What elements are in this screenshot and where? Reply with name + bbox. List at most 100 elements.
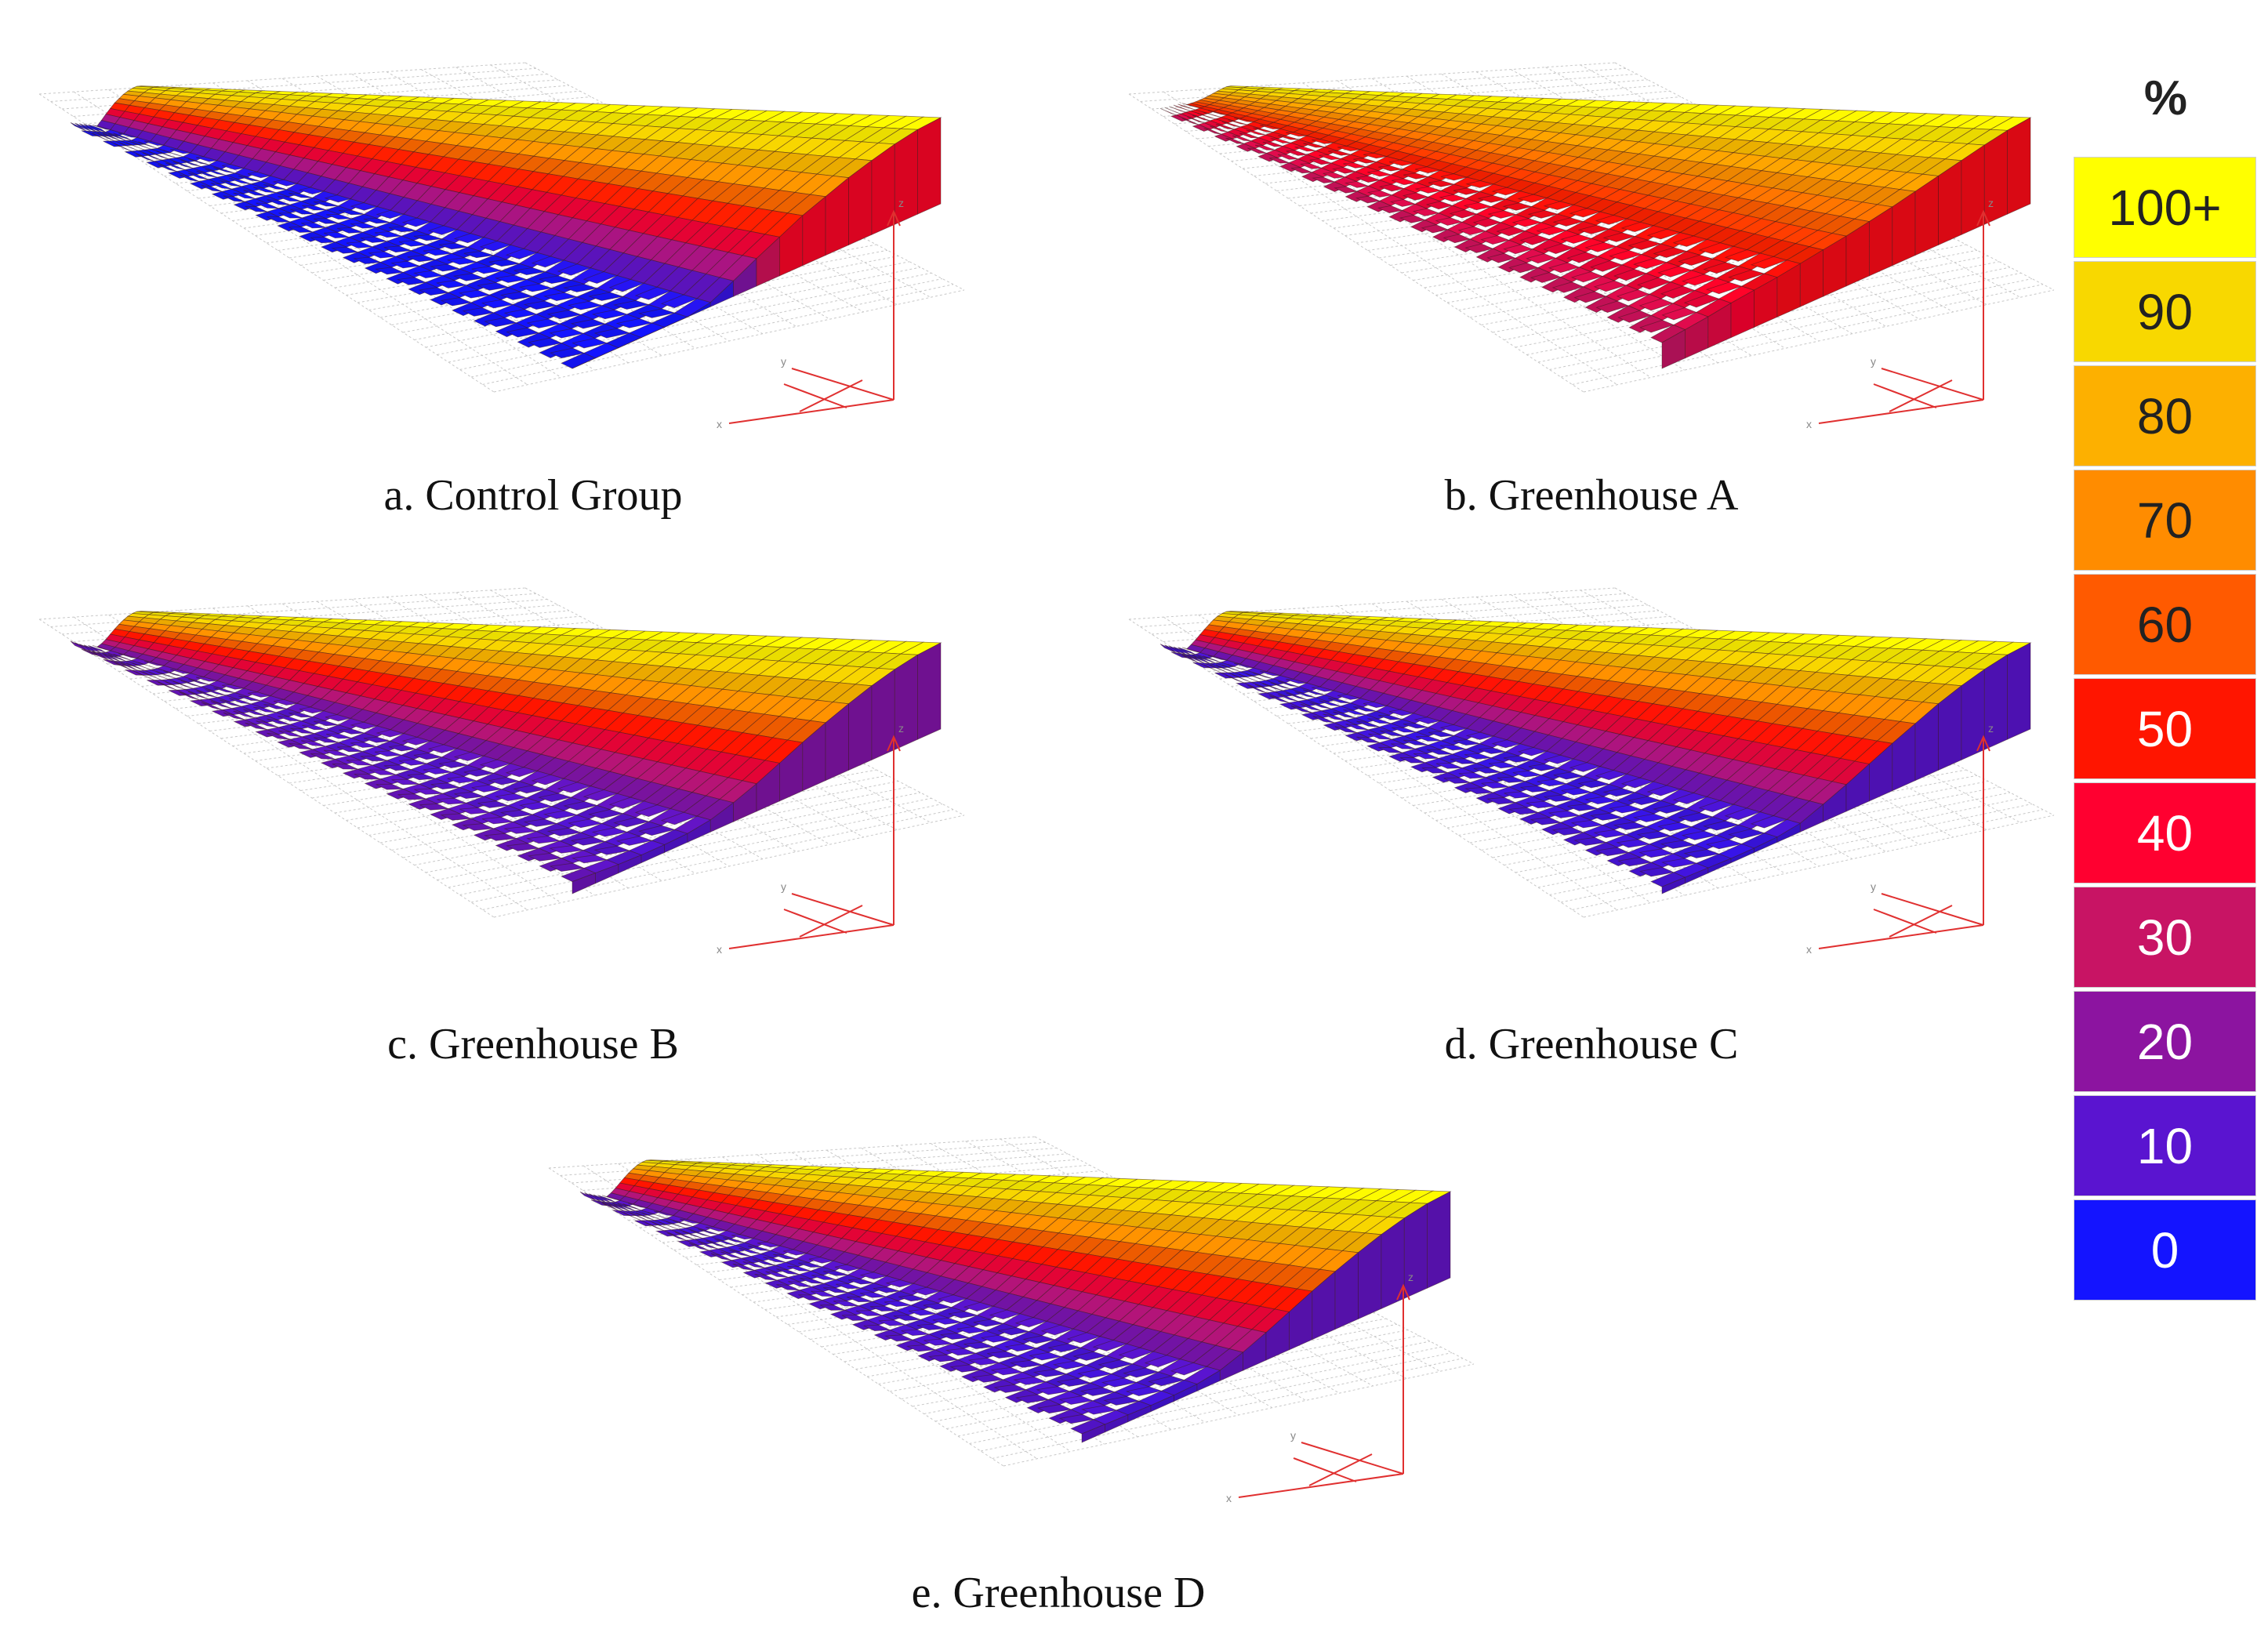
surface-plot-svg: z y x	[1128, 587, 2055, 956]
surface-cell	[863, 1324, 891, 1332]
x-axis-arrow	[728, 399, 894, 424]
end-face-cell	[1983, 129, 2008, 225]
surface-plot-panel: z y x	[533, 1105, 1497, 1513]
x-axis-arrow	[1238, 1473, 1404, 1498]
surface-cell	[481, 816, 513, 825]
x-axis-arrow	[1818, 924, 1984, 949]
axis-tick	[1889, 379, 1953, 412]
panel-caption: a. Control Group	[383, 471, 683, 520]
axis-indicator	[1818, 209, 1990, 424]
grid-line	[1128, 587, 1616, 620]
surface-cell	[1520, 786, 1550, 793]
surface-cell	[407, 773, 436, 781]
grid-line	[38, 587, 526, 620]
end-face-cell	[871, 669, 895, 761]
grid-line	[924, 1323, 1398, 1414]
surface	[1159, 611, 2032, 887]
y-axis-label: y	[781, 355, 786, 368]
panel-caption: c. Greenhouse B	[387, 1020, 679, 1069]
x-axis-label: x	[1226, 1492, 1232, 1504]
axis-tick	[1308, 1453, 1373, 1486]
grid-line	[1128, 619, 1584, 918]
z-arrow-head	[1976, 209, 1990, 227]
legend-swatch: 60	[2074, 574, 2256, 675]
axis-tick	[1873, 909, 1937, 934]
grid-line	[38, 62, 526, 95]
grid-line	[583, 1165, 1038, 1460]
surface-cell	[1367, 170, 1392, 177]
grid-line	[1000, 1138, 1441, 1372]
y-axis-label: y	[781, 880, 786, 893]
x-axis-label: x	[1806, 418, 1812, 430]
surface-cell	[1504, 791, 1533, 799]
x-axis-arrow	[1818, 399, 1984, 424]
surface-plot-panel: z y x	[1113, 31, 2077, 439]
end-face-cell	[2007, 117, 2031, 215]
axis-tick	[1873, 383, 1937, 408]
grid-line	[548, 1136, 1036, 1169]
end-face-cell	[917, 117, 942, 215]
surface-cell	[901, 1329, 929, 1337]
surface-plot-panel: z y x	[24, 557, 988, 964]
surface-cell	[1159, 107, 1177, 116]
z-axis-label: z	[898, 197, 904, 209]
surface-plot-svg: z y x	[38, 587, 965, 956]
end-face-cell	[2007, 642, 2031, 740]
y-axis-arrow	[1301, 1442, 1404, 1475]
surface-plot-svg: z y x	[548, 1136, 1475, 1504]
x-axis-arrow	[728, 924, 894, 949]
surface-cell	[419, 803, 448, 811]
x-axis-label: x	[717, 418, 722, 430]
surface-cell	[331, 246, 358, 254]
legend-swatch: 0	[2074, 1199, 2256, 1301]
y-axis-label: y	[1871, 880, 1876, 893]
surface-end-face	[1661, 117, 2031, 369]
axis-tick	[783, 909, 847, 934]
axis-tick	[799, 905, 863, 938]
axis-indicator	[728, 209, 901, 424]
grid-line	[490, 590, 931, 823]
surface-cell	[383, 245, 412, 253]
legend-swatch: 90	[2074, 261, 2256, 362]
end-face-cell	[894, 654, 918, 750]
z-axis-label: z	[898, 722, 904, 735]
surface-cell	[1378, 165, 1403, 172]
surface-cell	[1464, 753, 1492, 760]
surface-cell	[374, 750, 402, 757]
surface-cell	[390, 260, 421, 269]
grid-line	[1580, 64, 2021, 298]
surface-cell	[1458, 772, 1486, 779]
surface-cell	[437, 797, 466, 805]
z-arrow-head	[887, 735, 901, 752]
surface-cell	[1464, 787, 1493, 795]
z-arrow-head	[1396, 1283, 1410, 1301]
surface-cell	[1497, 776, 1526, 783]
surface-plot-panel: z y x	[1113, 557, 2077, 964]
grid-line	[969, 1346, 1442, 1444]
y-axis-arrow	[1881, 368, 1984, 401]
surface-cell	[374, 231, 402, 238]
grid-line	[1163, 616, 1618, 911]
x-axis-label: x	[717, 943, 722, 956]
surface-end-face	[1661, 642, 2031, 894]
grid-line	[470, 804, 943, 903]
surface-plot-svg: z y x	[38, 62, 965, 430]
surface-cell	[398, 240, 427, 247]
surface-cell	[1486, 796, 1517, 805]
surface-cell	[1344, 181, 1370, 188]
x-axis-label: x	[1806, 943, 1812, 956]
surface-cell	[413, 234, 442, 241]
grid-line	[1128, 62, 1616, 95]
surface-cell	[924, 1338, 953, 1346]
legend-swatch: 70	[2074, 470, 2256, 571]
surface-cell	[398, 759, 427, 766]
surface	[1159, 85, 2032, 343]
grid-line	[1128, 93, 1584, 393]
end-face-cell	[1961, 669, 1985, 761]
panel-caption: d. Greenhouse C	[1444, 1020, 1739, 1069]
end-face-cell	[871, 143, 895, 236]
surface-plot-panel: z y x	[24, 31, 988, 439]
axis-tick	[799, 379, 863, 412]
grid-line	[38, 619, 495, 918]
end-face-cell	[1983, 654, 2008, 750]
